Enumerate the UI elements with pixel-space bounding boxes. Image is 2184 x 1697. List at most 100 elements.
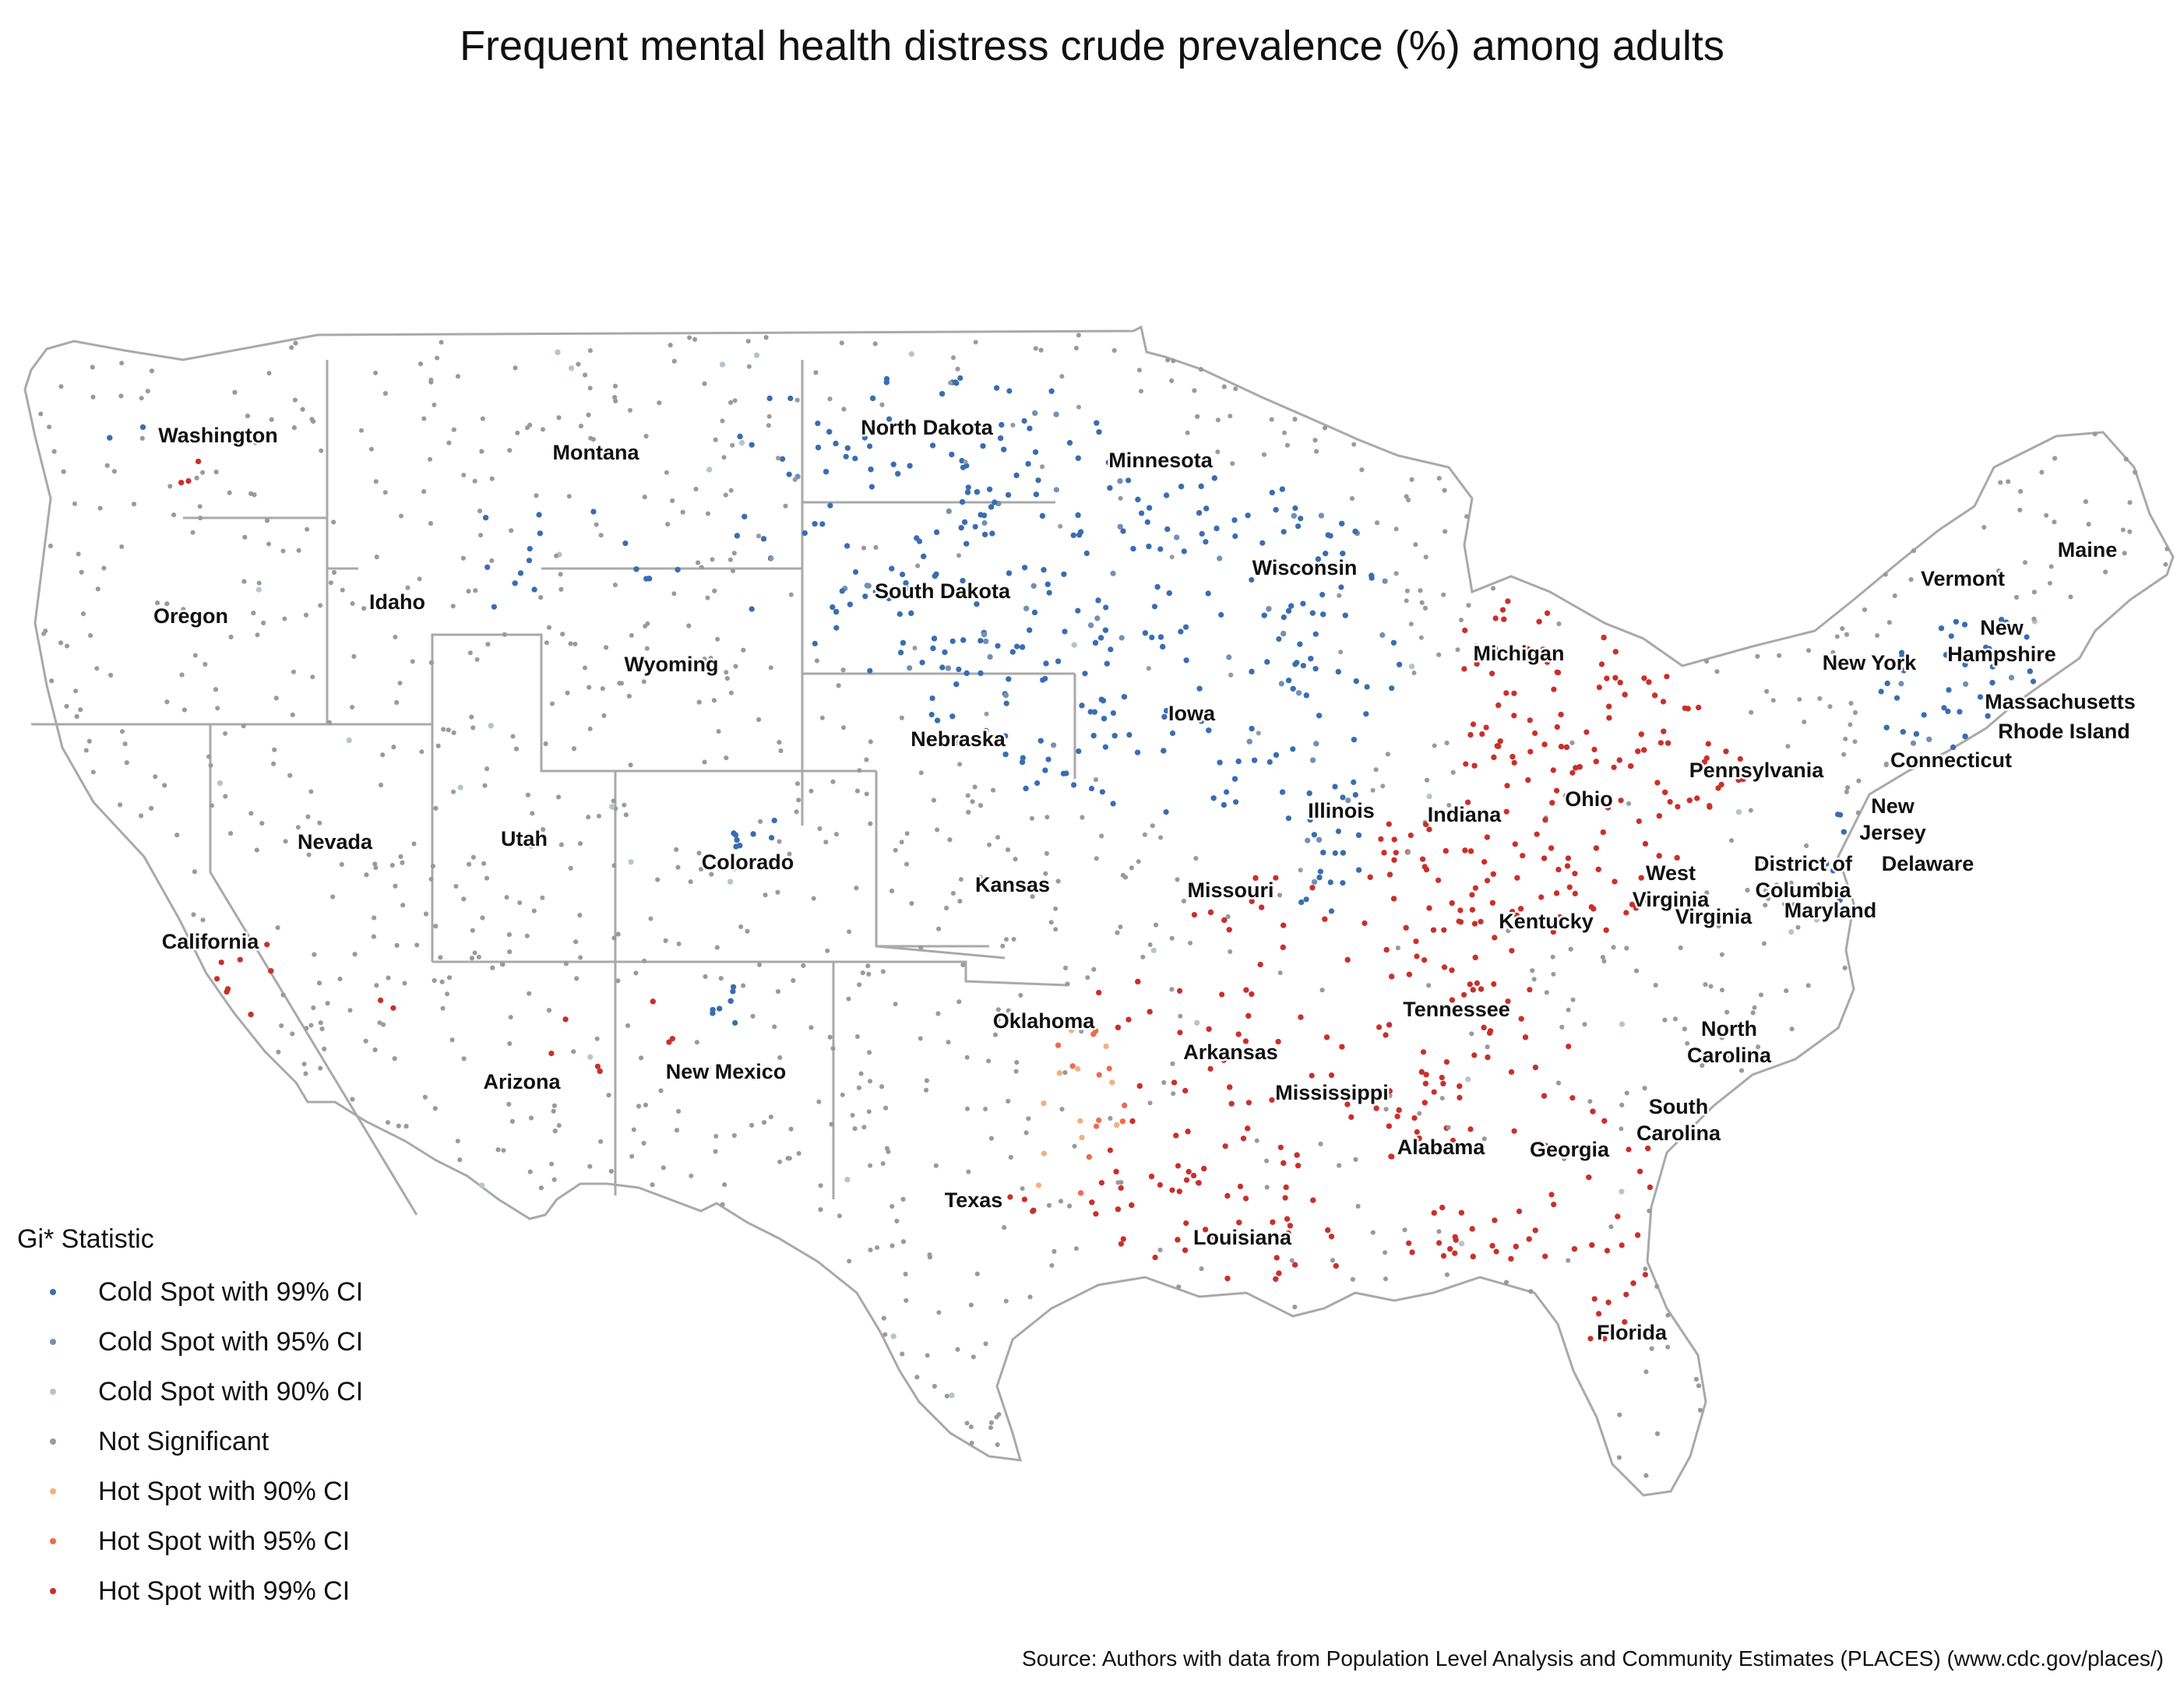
county-dot — [1431, 1089, 1437, 1095]
county-dot — [1075, 512, 1081, 519]
county-dot — [483, 515, 489, 521]
county-dot — [1541, 855, 1548, 861]
state-label-new-mexico: New Mexico — [666, 1060, 787, 1083]
county-dot — [1147, 1100, 1153, 1106]
county-dot — [1439, 1075, 1445, 1081]
county-dot — [927, 1255, 932, 1260]
county-dot — [1611, 945, 1616, 950]
county-dot — [1520, 853, 1526, 859]
county-dot — [1624, 1090, 1629, 1096]
county-dot — [551, 1177, 557, 1182]
county-dot — [983, 638, 989, 645]
county-dot — [300, 407, 305, 412]
county-dot — [1121, 694, 1128, 700]
county-dot — [608, 1168, 614, 1174]
county-dot — [1211, 475, 1217, 481]
county-dot — [1783, 891, 1788, 896]
county-dot — [864, 757, 869, 762]
county-dot — [889, 1204, 895, 1209]
county-dot — [1443, 1059, 1450, 1065]
county-dot — [636, 1104, 642, 1109]
county-dot — [1718, 781, 1724, 788]
county-dot — [1305, 837, 1311, 843]
county-dot — [924, 1087, 929, 1093]
county-dot — [1449, 900, 1455, 907]
county-dot — [1805, 983, 1811, 988]
county-dot — [301, 1062, 307, 1067]
county-dot — [633, 566, 639, 572]
county-dot — [935, 1011, 941, 1016]
county-dot — [631, 1127, 636, 1132]
county-dot — [1203, 539, 1209, 545]
county-dot — [332, 570, 336, 575]
county-dot — [973, 340, 978, 345]
county-dot — [541, 427, 545, 432]
county-dot — [815, 421, 821, 427]
county-dot — [1110, 801, 1116, 807]
state-label-nevada: Nevada — [298, 830, 373, 854]
county-dot — [1176, 1188, 1182, 1195]
county-dot — [1231, 776, 1238, 782]
county-dot — [666, 1039, 672, 1045]
county-dot — [914, 1375, 920, 1380]
county-dot — [489, 558, 495, 563]
county-dot — [1591, 1296, 1597, 1302]
county-dot — [594, 522, 599, 527]
county-dot — [507, 949, 513, 955]
county-dot — [879, 1084, 885, 1090]
county-dot — [1041, 1100, 1047, 1107]
county-dot — [2044, 512, 2049, 518]
county-dot — [1315, 556, 1321, 562]
state-label-utah: Utah — [501, 827, 548, 850]
county-dot — [1439, 1006, 1445, 1012]
county-dot — [699, 867, 703, 871]
county-dot — [538, 1185, 544, 1191]
county-dot — [590, 509, 597, 515]
county-dot — [479, 1182, 485, 1188]
county-dot — [507, 1041, 513, 1046]
county-dot — [1140, 954, 1146, 959]
county-dot — [208, 762, 213, 768]
county-dot — [1340, 551, 1346, 557]
county-dot — [864, 583, 870, 589]
county-dot — [223, 794, 228, 799]
county-dot — [2024, 634, 2030, 640]
county-dot — [517, 570, 524, 576]
county-dot — [544, 640, 549, 646]
county-dot — [1290, 567, 1296, 573]
county-dot — [984, 711, 989, 716]
county-dot — [1277, 893, 1283, 898]
county-dot — [612, 395, 618, 400]
county-dot — [1270, 1219, 1276, 1225]
county-dot — [930, 442, 936, 449]
county-dot — [1282, 430, 1287, 435]
county-dot — [1626, 801, 1632, 806]
county-dot — [968, 1424, 974, 1430]
county-dot — [1511, 759, 1517, 766]
county-dot — [514, 746, 519, 752]
county-dot — [1765, 768, 1770, 773]
county-dot — [512, 580, 518, 586]
county-dot — [1652, 692, 1658, 699]
county-dot — [293, 340, 298, 346]
county-dot — [1338, 650, 1344, 655]
county-dot — [2039, 470, 2045, 475]
county-dot — [1723, 748, 1729, 755]
county-dot — [1294, 1152, 1300, 1158]
county-dot — [1564, 863, 1571, 869]
county-dot — [1008, 1155, 1013, 1160]
county-dot — [1107, 1147, 1113, 1153]
county-dot — [658, 1088, 664, 1093]
county-dot — [527, 422, 533, 428]
county-dot — [1383, 1032, 1389, 1038]
county-dot — [1559, 1024, 1565, 1030]
county-dot — [1665, 1344, 1671, 1350]
county-dot — [531, 908, 537, 914]
county-dot — [1147, 505, 1153, 511]
county-dot — [1285, 607, 1292, 614]
county-dot — [78, 707, 83, 713]
county-dot — [241, 724, 246, 729]
county-dot — [1470, 721, 1477, 727]
county-dot — [1893, 695, 1900, 701]
county-dot — [1096, 1117, 1102, 1124]
